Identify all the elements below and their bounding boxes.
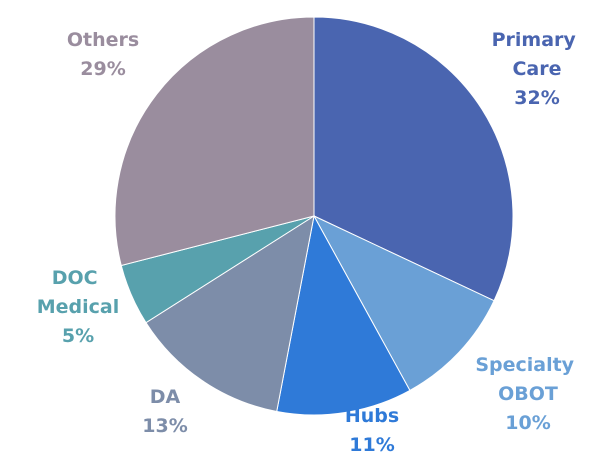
pie-slice [114, 16, 315, 267]
slice-label: Others [67, 29, 139, 51]
pie-slice [313, 16, 514, 302]
slice-value-label: 5% [62, 325, 94, 347]
slice-value-label: 29% [80, 58, 125, 80]
slice-value-label: 13% [142, 415, 187, 437]
slice-label: DA [150, 386, 181, 408]
slice-label: Hubs [345, 405, 399, 427]
slice-label: Primary Care [492, 29, 583, 80]
slice-value-label: 32% [514, 87, 559, 109]
pie-slice [145, 214, 315, 413]
pie-slice [312, 214, 495, 392]
slice-value-label: 11% [349, 434, 394, 456]
slice-label: Specialty OBOT [475, 354, 580, 405]
pie-slice [276, 214, 411, 416]
slice-value-label: 10% [505, 412, 550, 434]
slice-label: DOC Medical [37, 267, 120, 318]
